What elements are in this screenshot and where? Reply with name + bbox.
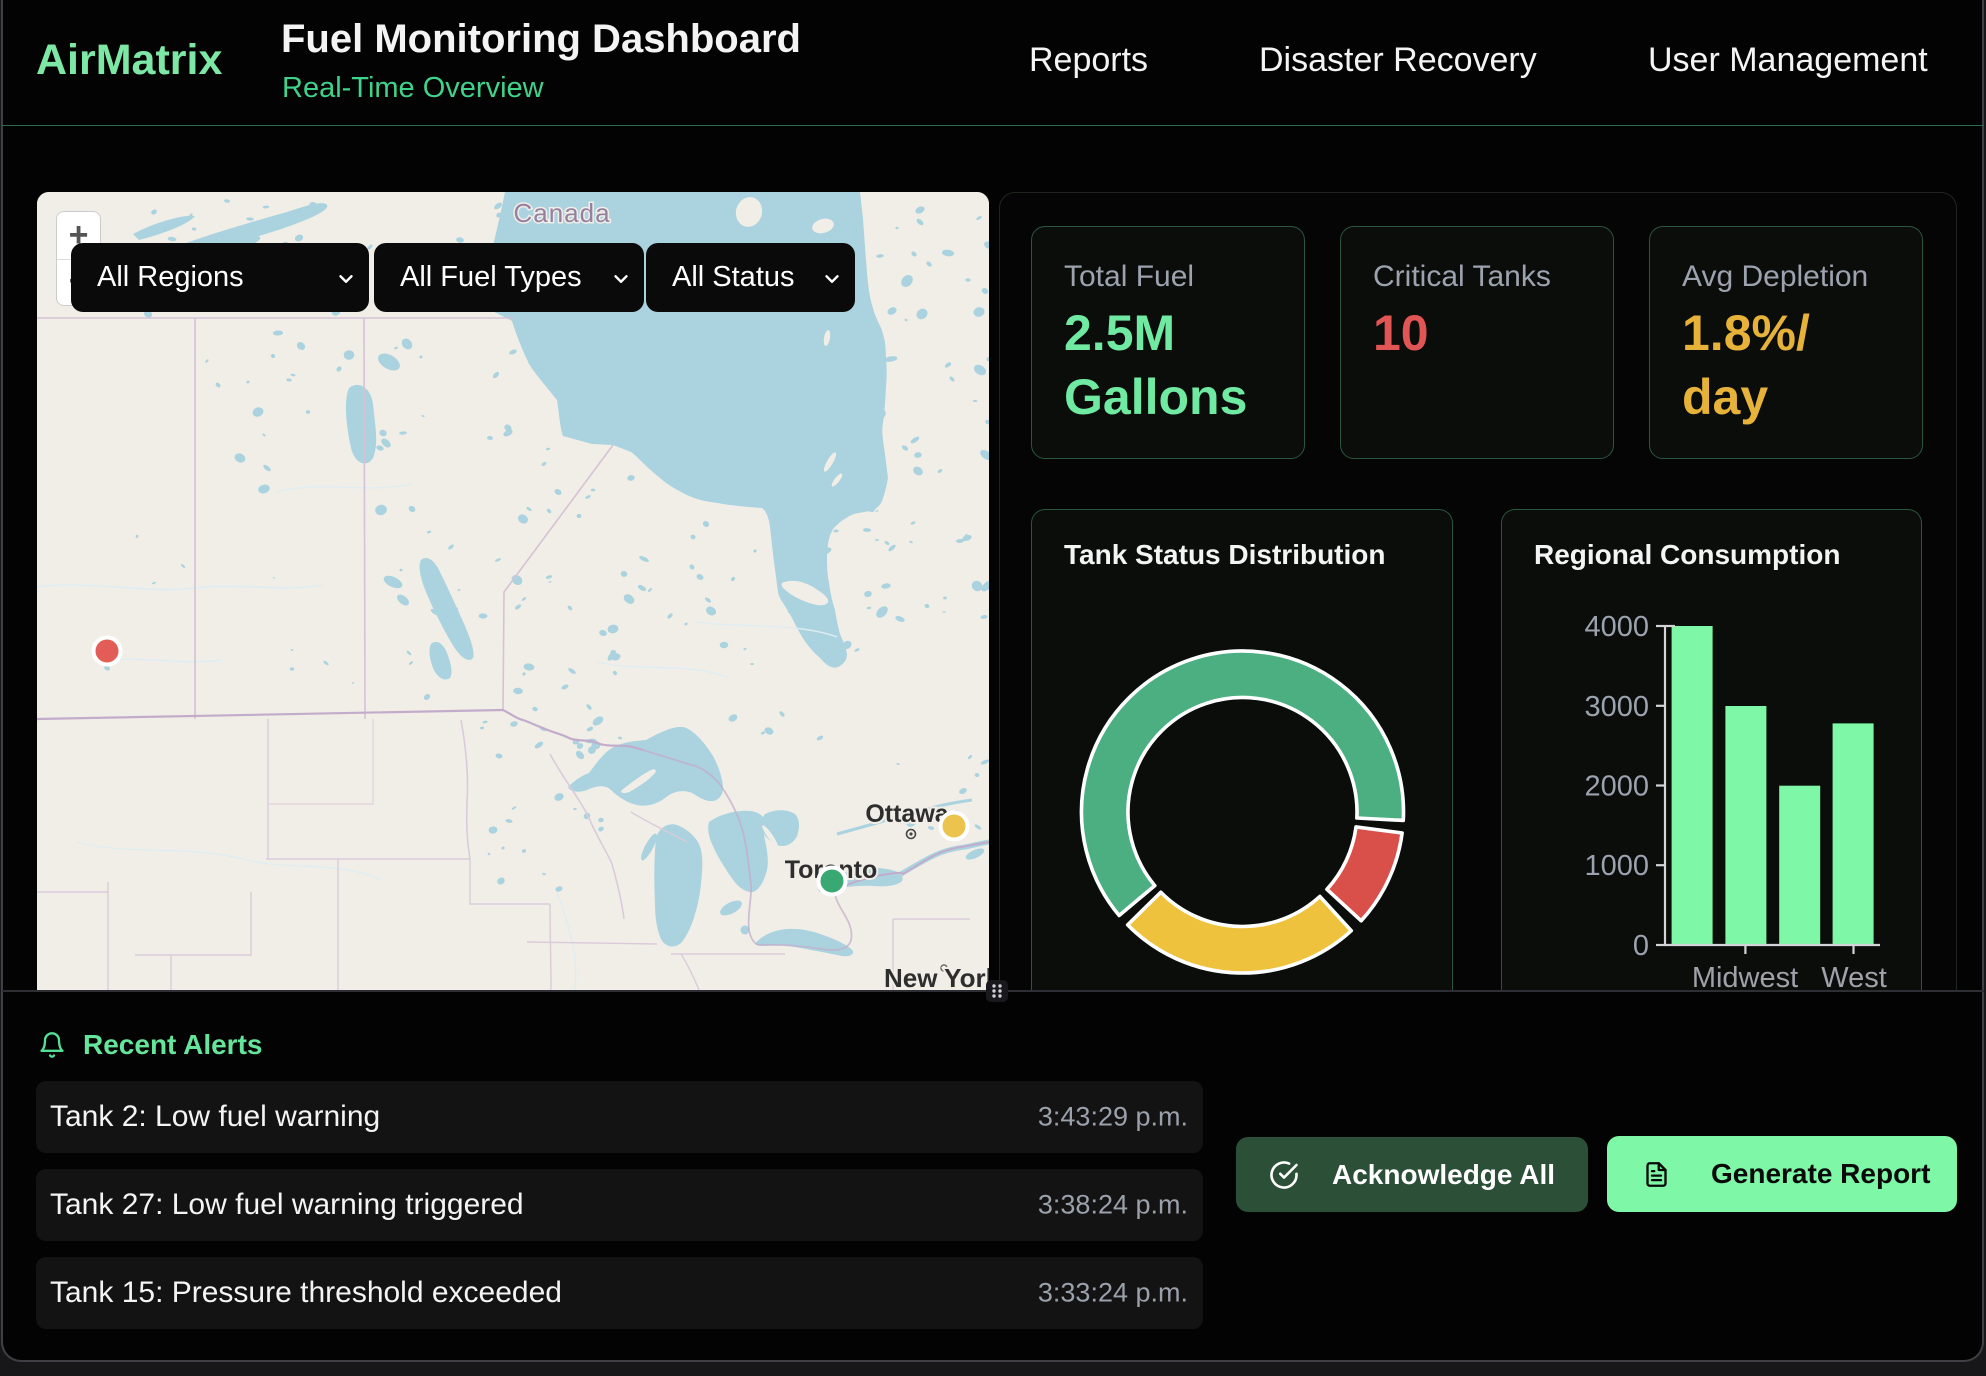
svg-text:Canada: Canada bbox=[513, 198, 610, 228]
svg-text:2000: 2000 bbox=[1584, 771, 1649, 803]
svg-text:0: 0 bbox=[1633, 930, 1649, 962]
svg-text:Midwest: Midwest bbox=[1692, 962, 1798, 991]
svg-text:New York: New York bbox=[884, 963, 989, 990]
svg-text:1000: 1000 bbox=[1584, 850, 1649, 882]
svg-text:3000: 3000 bbox=[1584, 691, 1649, 723]
svg-text:West: West bbox=[1821, 962, 1887, 991]
svg-text:Ottawa: Ottawa bbox=[865, 800, 949, 828]
svg-text:4000: 4000 bbox=[1584, 611, 1649, 643]
